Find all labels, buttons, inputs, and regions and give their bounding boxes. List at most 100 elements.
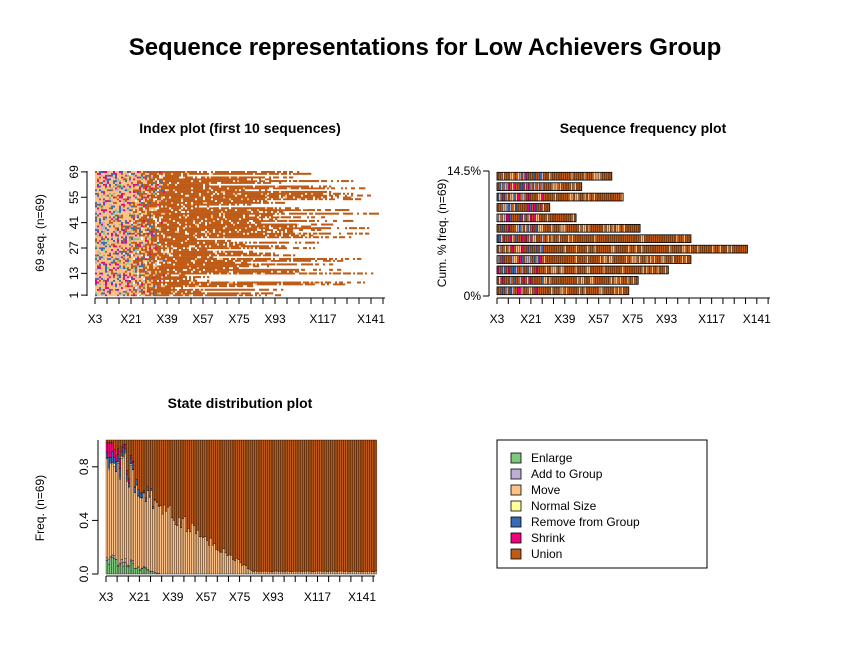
sequence-cell (265, 268, 268, 271)
sequence-cell (305, 272, 308, 275)
sequence-cell (271, 219, 274, 222)
sequence-cell (215, 261, 218, 264)
sequence-cell (177, 274, 180, 277)
sequence-cell (179, 247, 182, 250)
sequence-cell (231, 283, 234, 286)
sequence-cell (263, 257, 266, 260)
sequence-cell (205, 247, 208, 250)
sequence-cell (139, 277, 142, 280)
sequence-cell (143, 232, 146, 235)
sequence-cell (149, 256, 152, 259)
sequence-cell (97, 270, 100, 273)
sequence-cell (267, 259, 270, 262)
sequence-cell (303, 212, 306, 215)
sequence-cell (207, 230, 210, 233)
sequence-cell (265, 257, 268, 260)
sequence-cell (113, 288, 116, 291)
sequence-cell (233, 228, 236, 231)
sequence-cell (129, 203, 132, 206)
sequence-cell (95, 261, 98, 264)
sequence-cell (287, 257, 290, 260)
sequence-cell (243, 201, 246, 204)
sequence-cell (145, 227, 148, 230)
sequence-cell (319, 283, 322, 286)
sequence-cell (333, 283, 336, 286)
sequence-cell (189, 292, 192, 295)
sequence-cell (141, 243, 144, 246)
sequence-cell (275, 254, 278, 257)
sequence-cell (175, 265, 178, 268)
sequence-cell (371, 212, 374, 215)
sequence-cell (173, 288, 176, 291)
sequence-cell (297, 225, 300, 228)
sequence-cell (139, 232, 142, 235)
sequence-cell (245, 225, 248, 228)
sequence-cell (197, 247, 200, 250)
sequence-cell (313, 272, 316, 275)
sequence-cell (151, 203, 154, 206)
sequence-cell (189, 283, 192, 286)
sequence-cell (193, 210, 196, 213)
sequence-cell (357, 272, 360, 275)
sequence-cell (213, 221, 216, 224)
sequence-cell (103, 285, 106, 288)
sequence-cell (319, 268, 322, 271)
sequence-cell (259, 272, 262, 275)
sequence-cell (273, 241, 276, 244)
sequence-cell (297, 247, 300, 250)
sequence-cell (175, 267, 178, 270)
sequence-cell (299, 241, 302, 244)
sequence-cell (205, 219, 208, 222)
sequence-cell (225, 285, 228, 288)
sequence-cell (103, 236, 106, 239)
sequence-cell (177, 268, 180, 271)
sequence-cell (273, 227, 276, 230)
sequence-cell (107, 236, 110, 239)
sequence-cell (187, 238, 190, 241)
sequence-cell (105, 216, 108, 219)
sequence-cell (267, 268, 270, 271)
sequence-cell (181, 270, 184, 273)
sequence-cell (115, 270, 118, 273)
sequence-cell (329, 283, 332, 286)
sequence-cell (143, 257, 146, 260)
sequence-cell (213, 228, 216, 231)
sequence-cell (211, 267, 214, 270)
sequence-cell (101, 216, 104, 219)
sequence-cell (225, 227, 228, 230)
sequence-cell (203, 283, 206, 286)
sequence-cell (163, 201, 166, 204)
sequence-cell (225, 252, 228, 255)
sequence-cell (165, 256, 168, 259)
sequence-cell (257, 234, 260, 237)
sequence-cell (125, 290, 128, 293)
sequence-cell (201, 254, 204, 257)
sequence-cell (221, 218, 224, 221)
sequence-cell (183, 276, 186, 279)
sequence-cell (145, 216, 148, 219)
sequence-cell (255, 259, 258, 262)
sequence-cell (241, 261, 244, 264)
sequence-cell (277, 207, 280, 210)
sequence-cell (121, 201, 124, 204)
sequence-cell (141, 268, 144, 271)
sequence-cell (273, 219, 276, 222)
sequence-cell (245, 234, 248, 237)
sequence-cell (219, 201, 222, 204)
sequence-cell (313, 236, 316, 239)
sequence-cell (123, 245, 126, 248)
sequence-cell (137, 276, 140, 279)
sequence-cell (241, 210, 244, 213)
sequence-cell (193, 281, 196, 284)
sequence-cell (131, 223, 134, 226)
sequence-cell (97, 205, 100, 208)
sequence-cell (289, 234, 292, 237)
sequence-cell (207, 252, 210, 255)
sequence-cell (131, 221, 134, 224)
sequence-cell (111, 265, 114, 268)
sequence-cell (109, 276, 112, 279)
sequence-cell (113, 286, 116, 289)
sequence-cell (315, 281, 318, 284)
sequence-cell (191, 201, 194, 204)
sequence-cell (97, 216, 100, 219)
